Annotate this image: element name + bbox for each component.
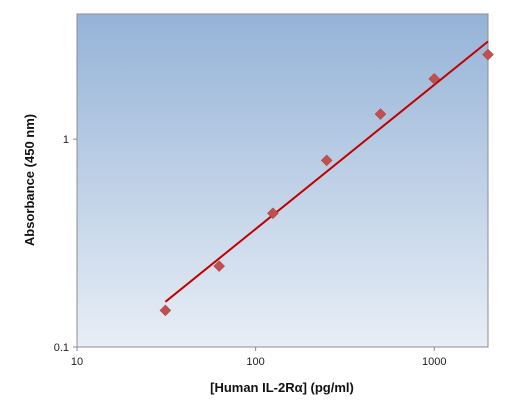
y-axis-title: Absorbance (450 nm) [22, 114, 37, 246]
y-tick-label: 0.1 [54, 342, 69, 354]
x-tick-label: 100 [246, 356, 264, 368]
data-point [159, 304, 172, 317]
fit-line [164, 40, 489, 303]
x-tick-label: 10 [71, 356, 83, 368]
data-point [482, 48, 494, 61]
x-axis-title: [Human IL-2Rα] (pg/ml) [210, 380, 354, 395]
data-point [213, 260, 226, 272]
data-point [267, 207, 279, 220]
data-point [320, 154, 333, 167]
data-point [428, 73, 441, 85]
plot-area [76, 13, 489, 348]
y-tick-label: 1 [63, 134, 69, 146]
data-point [374, 108, 387, 120]
x-tick-label: 1000 [422, 356, 446, 368]
